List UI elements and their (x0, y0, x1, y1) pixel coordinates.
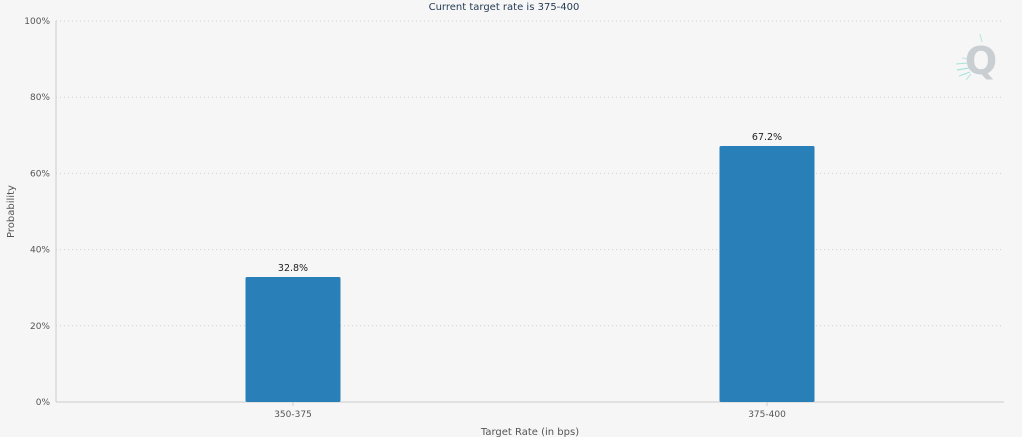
y-tick-label: 20% (30, 322, 50, 332)
data-label: 67.2% (752, 132, 782, 143)
y-tick-label: 40% (30, 246, 50, 256)
x-axis-label: Target Rate (in bps) (480, 427, 579, 437)
bar-350-375 (245, 277, 341, 402)
x-tick-labels: 350-375 375-400 (274, 402, 786, 420)
q-logo-icon: Q (954, 32, 998, 83)
y-tick-label: 0% (36, 398, 51, 408)
x-tick-label: 375-400 (748, 410, 786, 420)
gridlines (56, 20, 1004, 327)
y-tick-labels: 0% 20% 40% 60% 80% 100% (24, 17, 50, 408)
chart-title: Current target rate is 375-400 (429, 2, 580, 13)
q-logo-sparkle (955, 33, 983, 81)
x-tick-label: 350-375 (274, 410, 312, 420)
y-axis-label: Probability (6, 185, 17, 238)
bar-375-400 (719, 145, 815, 402)
q-logo-letter: Q (965, 39, 997, 82)
data-label: 32.8% (278, 263, 308, 274)
bars (245, 145, 815, 402)
data-labels: 32.8% 67.2% (278, 132, 782, 274)
axes (55, 21, 1004, 403)
y-tick-label: 100% (24, 17, 50, 27)
y-tick-label: 80% (30, 93, 50, 103)
y-tick-label: 60% (30, 169, 50, 179)
